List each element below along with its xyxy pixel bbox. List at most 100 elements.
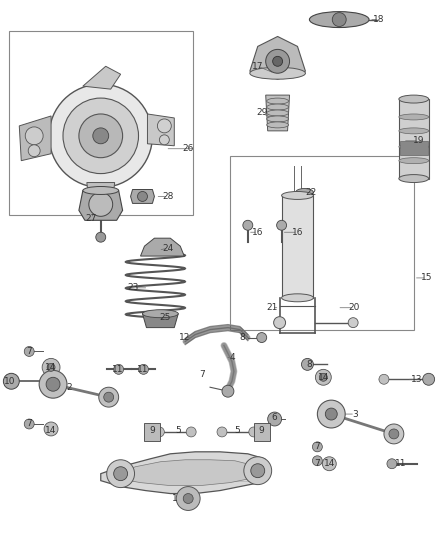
Polygon shape — [79, 190, 123, 220]
Circle shape — [249, 427, 259, 437]
Circle shape — [348, 318, 358, 328]
Circle shape — [24, 346, 34, 357]
Text: 28: 28 — [162, 192, 174, 201]
Text: 9: 9 — [149, 426, 155, 435]
Text: 13: 13 — [411, 375, 423, 384]
Text: 10: 10 — [4, 377, 15, 386]
Polygon shape — [142, 314, 178, 328]
Text: 7: 7 — [26, 419, 32, 429]
Polygon shape — [19, 116, 51, 160]
Circle shape — [99, 387, 119, 407]
Circle shape — [312, 456, 322, 466]
Text: 7: 7 — [314, 442, 320, 451]
Circle shape — [277, 220, 286, 230]
Text: 2: 2 — [66, 383, 72, 392]
Text: 14: 14 — [324, 459, 335, 469]
Circle shape — [28, 145, 40, 157]
Text: 18: 18 — [373, 15, 385, 24]
Circle shape — [319, 373, 327, 381]
Circle shape — [39, 370, 67, 398]
Text: 4: 4 — [229, 353, 235, 362]
Bar — [399, 99, 429, 179]
Ellipse shape — [282, 294, 314, 302]
Text: 27: 27 — [85, 214, 96, 223]
Circle shape — [244, 457, 272, 484]
Circle shape — [318, 400, 345, 428]
Circle shape — [46, 377, 60, 391]
Text: 23: 23 — [128, 284, 139, 293]
Circle shape — [114, 467, 127, 481]
Text: 7: 7 — [26, 347, 32, 356]
Ellipse shape — [250, 67, 305, 79]
Circle shape — [138, 191, 148, 201]
Polygon shape — [266, 95, 290, 131]
Polygon shape — [148, 114, 174, 146]
Text: 14: 14 — [318, 373, 329, 382]
Circle shape — [389, 429, 399, 439]
Circle shape — [322, 457, 336, 471]
Circle shape — [138, 365, 148, 374]
Circle shape — [114, 365, 124, 374]
Circle shape — [93, 128, 109, 144]
Text: 25: 25 — [160, 313, 171, 322]
Text: 5: 5 — [234, 426, 240, 435]
Ellipse shape — [267, 104, 289, 110]
Circle shape — [273, 56, 283, 66]
Text: 20: 20 — [349, 303, 360, 312]
Circle shape — [325, 408, 337, 420]
Text: 26: 26 — [183, 144, 194, 154]
Circle shape — [4, 373, 19, 389]
Circle shape — [47, 364, 55, 372]
Text: 8: 8 — [307, 360, 312, 369]
Text: 5: 5 — [175, 426, 181, 435]
Text: 24: 24 — [162, 244, 174, 253]
Circle shape — [25, 127, 43, 145]
Text: 12: 12 — [179, 333, 190, 342]
Polygon shape — [141, 238, 184, 256]
Ellipse shape — [399, 175, 429, 182]
Ellipse shape — [267, 110, 289, 116]
Text: 3: 3 — [352, 409, 358, 418]
Ellipse shape — [296, 189, 314, 197]
Circle shape — [379, 374, 389, 384]
Circle shape — [257, 333, 267, 343]
Text: 8: 8 — [239, 333, 245, 342]
Polygon shape — [145, 423, 160, 441]
Circle shape — [268, 412, 282, 426]
Circle shape — [251, 464, 265, 478]
Circle shape — [186, 427, 196, 437]
Ellipse shape — [399, 95, 429, 103]
Ellipse shape — [309, 12, 369, 28]
Text: 6: 6 — [272, 413, 278, 422]
Text: 11: 11 — [112, 365, 124, 374]
Circle shape — [266, 50, 290, 73]
Text: 15: 15 — [421, 273, 432, 282]
Circle shape — [176, 487, 200, 511]
Circle shape — [159, 135, 170, 145]
Circle shape — [315, 369, 331, 385]
Circle shape — [89, 192, 113, 216]
Polygon shape — [83, 66, 120, 89]
Polygon shape — [101, 452, 270, 494]
Text: 21: 21 — [266, 303, 277, 312]
Bar — [9, 31, 193, 215]
Circle shape — [24, 419, 34, 429]
Ellipse shape — [267, 98, 289, 104]
Text: 1: 1 — [173, 494, 178, 503]
Polygon shape — [87, 182, 115, 217]
Circle shape — [301, 358, 314, 370]
Ellipse shape — [142, 310, 178, 318]
Circle shape — [243, 220, 253, 230]
Text: 29: 29 — [256, 109, 268, 117]
Circle shape — [104, 392, 114, 402]
Circle shape — [222, 385, 234, 397]
Circle shape — [42, 358, 60, 376]
Circle shape — [107, 460, 134, 488]
Polygon shape — [250, 36, 305, 79]
Circle shape — [49, 84, 152, 188]
Circle shape — [63, 98, 138, 174]
Ellipse shape — [399, 158, 429, 164]
Text: 7: 7 — [314, 459, 320, 469]
Text: 9: 9 — [259, 426, 265, 435]
Circle shape — [387, 459, 397, 469]
